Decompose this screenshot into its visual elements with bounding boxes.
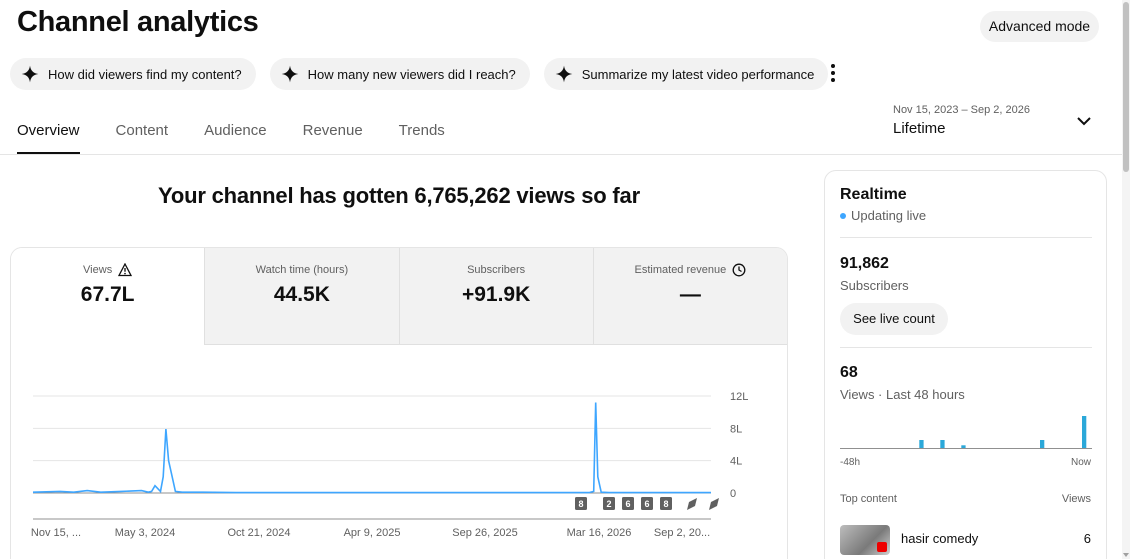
svg-text:2: 2 <box>606 499 611 509</box>
x-tick-label: Oct 21, 2024 <box>228 527 291 539</box>
realtime-views-label: Views · Last 48 hours <box>840 387 965 402</box>
suggestion-chip-new-viewers[interactable]: How many new viewers did I reach? <box>269 58 530 90</box>
realtime-subscribers-label: Subscribers <box>840 278 909 293</box>
svg-text:6: 6 <box>625 499 630 509</box>
realtime-views-bar-chart <box>840 416 1092 449</box>
realtime-views-value: 68 <box>840 364 858 381</box>
realtime-bar[interactable] <box>1082 416 1087 448</box>
suggestion-chip-summarize[interactable]: Summarize my latest video performance <box>543 58 829 90</box>
overview-chart-card: Views 67.7L Watch time (hours) 44.5K Sub… <box>10 247 788 559</box>
x-tick-label: Mar 16, 2026 <box>567 527 632 539</box>
x-tick-label: Apr 9, 2025 <box>344 527 401 539</box>
divider <box>840 347 1092 348</box>
page-title: Channel analytics <box>17 6 259 38</box>
sparkle-icon <box>555 65 573 83</box>
date-range-selector[interactable]: Nov 15, 2023 – Sep 2, 2026 Lifetime <box>893 104 1098 144</box>
page-scrollbar[interactable] <box>1122 0 1130 559</box>
metric-tab-subscribers[interactable]: Subscribers +91.9K <box>398 248 593 345</box>
metric-value: — <box>679 283 701 306</box>
metric-label-text: Watch time (hours) <box>255 264 349 276</box>
metric-label: Views <box>11 263 204 277</box>
tab-content[interactable]: Content <box>115 122 169 139</box>
metric-value: +91.9K <box>461 283 531 306</box>
realtime-bar[interactable] <box>961 445 966 448</box>
tab-overview[interactable]: Overview <box>17 107 80 154</box>
video-marker[interactable]: 6 <box>622 497 634 510</box>
suggestion-chip-label: How many new viewers did I reach? <box>307 66 516 82</box>
metric-tab-views[interactable]: Views 67.7L <box>11 248 205 345</box>
svg-text:6: 6 <box>644 499 649 509</box>
realtime-axis-end: Now <box>1070 457 1091 468</box>
chevron-down-icon <box>1077 117 1091 126</box>
tab-bar: Overview Content Audience Revenue Trends <box>17 107 481 154</box>
metric-tab-estimated-revenue[interactable]: Estimated revenue — <box>592 248 787 345</box>
video-marker[interactable]: 2 <box>603 497 615 510</box>
sparkle-icon <box>281 65 298 83</box>
metric-tab-watch-time[interactable]: Watch time (hours) 44.5K <box>204 248 399 345</box>
suggestion-chip-find-content[interactable]: How did viewers find my content? <box>10 58 256 90</box>
realtime-bar[interactable] <box>940 440 945 448</box>
see-live-count-button[interactable]: See live count <box>840 303 948 335</box>
top-content-views-label: Views <box>1061 493 1091 505</box>
clock-icon[interactable] <box>732 263 746 277</box>
realtime-bar[interactable] <box>1040 440 1045 448</box>
realtime-title: Realtime <box>840 186 907 203</box>
video-thumbnail[interactable] <box>840 525 890 555</box>
tab-audience[interactable]: Audience <box>204 122 267 139</box>
y-tick-label: 12L <box>730 391 748 403</box>
svg-text:8: 8 <box>578 499 583 509</box>
top-content-title[interactable]: hasir comedy <box>901 531 979 546</box>
video-marker[interactable]: 8 <box>575 497 587 510</box>
realtime-live-label: Updating live <box>851 208 927 223</box>
top-content-views: 6 <box>1083 531 1091 546</box>
suggestion-chips: How did viewers find my content? How man… <box>10 58 829 90</box>
shorts-marker-icon[interactable] <box>687 498 697 510</box>
metric-value: 44.5K <box>273 283 330 306</box>
x-tick-label: May 3, 2024 <box>115 527 176 539</box>
x-tick-label: Nov 15, ... <box>31 527 81 539</box>
sparkle-icon <box>21 65 39 83</box>
more-options-icon[interactable] <box>826 62 840 84</box>
scroll-down-arrow-icon[interactable] <box>1123 553 1129 557</box>
date-range-label: Lifetime <box>893 120 946 137</box>
realtime-subscribers-value: 91,862 <box>840 255 889 272</box>
metric-label-text: Subscribers <box>467 264 526 276</box>
divider <box>840 237 1092 238</box>
x-tick-label: Sep 26, 2025 <box>452 527 517 539</box>
shorts-marker-icon[interactable] <box>709 498 719 510</box>
y-tick-label: 4L <box>730 456 742 468</box>
metric-label: Subscribers <box>400 263 593 277</box>
x-tick-label: Sep 2, 20... <box>654 527 710 539</box>
realtime-bar[interactable] <box>919 440 924 448</box>
advanced-mode-button[interactable]: Advanced mode <box>980 11 1099 42</box>
metric-label: Estimated revenue <box>594 263 787 277</box>
metric-label-text: Estimated revenue <box>634 264 727 276</box>
shorts-icon <box>877 542 887 552</box>
svg-text:8: 8 <box>663 499 668 509</box>
y-tick-label: 8L <box>730 423 742 435</box>
metric-label-text: Views <box>83 264 113 276</box>
metric-value: 67.7L <box>80 283 135 306</box>
realtime-live-indicator: Updating live <box>840 208 926 223</box>
realtime-axis-start: -48h <box>840 457 861 468</box>
suggestion-chip-label: Summarize my latest video performance <box>581 66 815 82</box>
metric-tabs: Views 67.7L Watch time (hours) 44.5K Sub… <box>11 248 787 345</box>
views-headline: Your channel has gotten 6,765,262 views … <box>158 183 640 208</box>
date-range-dates: Nov 15, 2023 – Sep 2, 2026 <box>893 104 1030 116</box>
tab-trends[interactable]: Trends <box>398 122 445 139</box>
live-dot-icon <box>840 212 846 219</box>
tabs-divider <box>0 154 1122 155</box>
video-marker[interactable]: 8 <box>660 497 672 510</box>
views-line-chart: 12L 8L 4L 0 8 2 6 6 8 Nov 15, ... May 3, 2024 Oct 2… <box>31 391 748 539</box>
metric-label: Watch time (hours) <box>205 263 398 277</box>
tab-revenue[interactable]: Revenue <box>302 122 363 139</box>
views-series-line <box>32 402 711 494</box>
top-content-label: Top content <box>840 493 897 505</box>
scrollbar-thumb[interactable] <box>1123 2 1129 172</box>
suggestion-chip-label: How did viewers find my content? <box>48 66 242 82</box>
warning-icon[interactable] <box>118 263 133 277</box>
video-marker[interactable]: 6 <box>641 497 653 510</box>
realtime-card: Realtime Updating live 91,862 Subscriber… <box>824 170 1107 559</box>
y-tick-label: 0 <box>730 488 736 500</box>
